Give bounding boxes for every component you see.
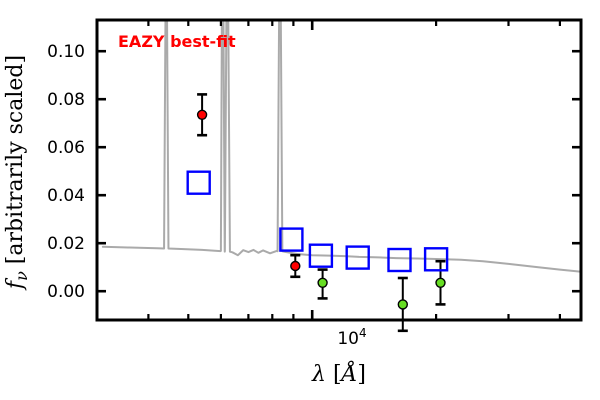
observed-point-limit (435, 277, 446, 288)
x-axis-title-symbol: λ (311, 362, 326, 387)
observed-photometry-layer (196, 109, 446, 310)
model-photometry-layer (186, 170, 449, 273)
y-tick-label: 0.10 (47, 42, 85, 62)
y-axis-title: fν [arbitrarily scaled] (3, 55, 31, 291)
y-tick-label: 0.04 (47, 186, 85, 206)
model-photometry-square (345, 245, 370, 270)
tick-labels: 0.00 0.02 0.04 0.06 0.08 0.10 (47, 42, 85, 302)
y-tick-label: 0.02 (47, 234, 85, 254)
y-tick-label: 0.06 (47, 138, 85, 158)
observed-point-detection (196, 109, 208, 121)
template-spectrum (101, 21, 580, 273)
model-photometry-square (186, 170, 211, 195)
observed-point-detection (290, 260, 301, 272)
model-photometry-square (308, 243, 334, 268)
plot-frame (95, 18, 583, 322)
model-photometry-square (387, 247, 412, 273)
observed-point-limit (397, 299, 408, 310)
x-tick-label-1e4: 104 (337, 326, 366, 349)
axes-frame (95, 18, 583, 322)
observed-point-limit (317, 277, 328, 288)
model-photometry-square (423, 247, 449, 272)
annotation-eazy-best-fit: EAZY best-fit (118, 32, 236, 51)
model-photometry-square (279, 227, 304, 252)
spectrum-curve (101, 21, 580, 273)
x-axis-title-unit: [ (333, 362, 342, 387)
y-tick-label: 0.00 (47, 282, 85, 302)
x-axis-title: λ [Å] (311, 360, 366, 387)
y-tick-label: 0.08 (47, 90, 85, 110)
